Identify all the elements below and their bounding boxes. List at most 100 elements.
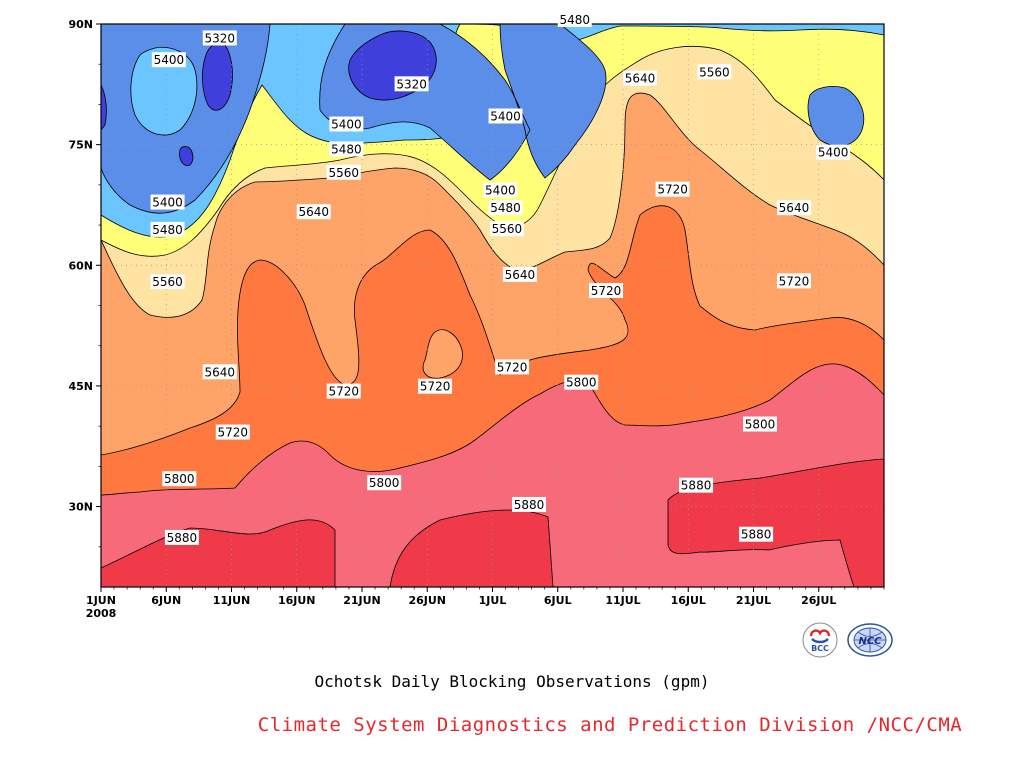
contour-label: 5400: [331, 118, 362, 132]
contour-label: 5480: [490, 201, 521, 215]
contour-label-bg: [202, 30, 237, 46]
x-tick-label: 11JUL: [605, 594, 640, 607]
contour-label-bg: [589, 283, 624, 299]
contour-label: 5480: [331, 142, 362, 156]
contour-label: 5400: [485, 183, 516, 197]
contour-label: 5720: [779, 274, 810, 288]
contour-label-bg: [622, 70, 657, 86]
contour-label: 5720: [591, 284, 622, 298]
contour-label-bg: [202, 364, 237, 380]
y-tick-label: 90N: [68, 18, 93, 31]
contour-label: 5640: [779, 201, 810, 215]
contour-label: 5640: [505, 268, 536, 282]
contour-label-bg: [739, 526, 774, 542]
contour-label-bg: [502, 266, 537, 282]
contour-label: 5800: [566, 376, 597, 390]
contour-label: 5720: [328, 385, 359, 399]
contour-fills: [101, 24, 884, 587]
contour-label: 5560: [328, 166, 359, 180]
contour-label-bg: [557, 11, 592, 27]
contour-label-bg: [816, 144, 851, 160]
ncc-logo: NCC: [847, 623, 893, 657]
contour-label: 5400: [490, 109, 521, 123]
x-tick-label: 16JUL: [671, 594, 706, 607]
x-tick-label: 21JUN: [343, 594, 381, 607]
contour-label: 5400: [154, 53, 185, 67]
contour-label-bg: [329, 116, 364, 132]
x-tick-label: 6JUL: [544, 594, 572, 607]
contour-label-bg: [697, 64, 732, 80]
contour-label-bg: [329, 141, 364, 157]
contour-label-bg: [488, 108, 523, 124]
contour-label-bg: [418, 378, 453, 394]
band-lt5320: [101, 30, 437, 167]
contour-label-bg: [483, 182, 518, 198]
contour-label: 5400: [152, 196, 183, 210]
contour-label-bg: [512, 496, 547, 512]
contour-label-bg: [564, 374, 599, 390]
x-tick-label: 11JUN: [213, 594, 251, 607]
contour-label-bg: [150, 194, 185, 210]
y-tick-label: 45N: [68, 380, 93, 393]
contour-label: 5800: [369, 476, 400, 490]
x-tick-label: 1JUN: [86, 594, 116, 607]
contour-label-bg: [151, 52, 186, 68]
contour-label: 5800: [745, 418, 776, 432]
contour-label-bg: [776, 273, 811, 289]
x-tick-label: 21JUL: [736, 594, 771, 607]
contour-label-bg: [394, 76, 429, 92]
y-tick-label: 60N: [68, 259, 93, 272]
contour-label-bg: [150, 221, 185, 237]
grid: [101, 24, 884, 587]
contour-label-bg: [495, 359, 530, 375]
contour-label: 5560: [699, 65, 730, 79]
x-tick-label: 26JUL: [801, 594, 836, 607]
contour-label-bg: [367, 475, 402, 491]
contour-label-bg: [489, 221, 524, 237]
contour-label-bg: [326, 383, 361, 399]
x-tick-label: 16JUN: [278, 594, 316, 607]
contour-label-bg: [679, 477, 714, 493]
contour-label: 5640: [298, 205, 329, 219]
contour-labels: 5400 5320 5320 5480 5400 5480 5400 5640 5560 5400…: [150, 11, 851, 545]
contour-label: 5560: [492, 222, 523, 236]
contour-label: 5320: [396, 77, 427, 91]
contour-label: 5480: [559, 13, 590, 27]
chart-title: Ochotsk Daily Blocking Observations (gpm…: [314, 672, 710, 691]
contour-label: 5400: [818, 146, 849, 160]
y-tick-label: 75N: [68, 139, 93, 152]
contour-label: 5880: [167, 531, 198, 545]
axis-ticks: 1JUN 6JUN 11JUN 16JUN 21JUN 26JUN 1JUL 6JUL 11JU…: [68, 18, 885, 620]
x-tick-label: 6JUN: [151, 594, 181, 607]
contour-label: 5880: [514, 498, 545, 512]
band-5320-5400: [101, 24, 865, 214]
chart-credit: Climate System Diagnostics and Predictio…: [257, 714, 963, 736]
contour-label-bg: [776, 200, 811, 216]
x-year-label: 2008: [86, 607, 117, 620]
contour-label: 5560: [152, 275, 183, 289]
contour-label-bg: [326, 164, 361, 180]
contour-label-bg: [743, 416, 778, 432]
contour-label: 5720: [218, 426, 249, 440]
contour-label: 5720: [497, 360, 528, 374]
contour-label-bg: [488, 200, 523, 216]
contour-label-bg: [215, 424, 250, 440]
bcc-logo-text: BCC: [811, 644, 829, 653]
contour-label: 5320: [204, 31, 235, 45]
ncc-logo-text: NCC: [858, 636, 882, 647]
y-tick-label: 30N: [68, 501, 93, 514]
contour-label: 5720: [420, 380, 451, 394]
x-tick-label: 26JUN: [408, 594, 446, 607]
contour-label-bg: [655, 181, 690, 197]
contour-label: 5480: [152, 223, 183, 237]
contour-label: 5640: [625, 72, 656, 86]
contour-label: 5880: [681, 479, 712, 493]
contour-label: 5640: [204, 365, 235, 379]
contour-label-bg: [164, 529, 199, 545]
contour-label: 5880: [741, 528, 772, 542]
bcc-logo: BCC: [802, 622, 838, 658]
contour-label-bg: [150, 274, 185, 290]
contour-label: 5720: [657, 183, 688, 197]
contour-label-bg: [296, 204, 331, 220]
